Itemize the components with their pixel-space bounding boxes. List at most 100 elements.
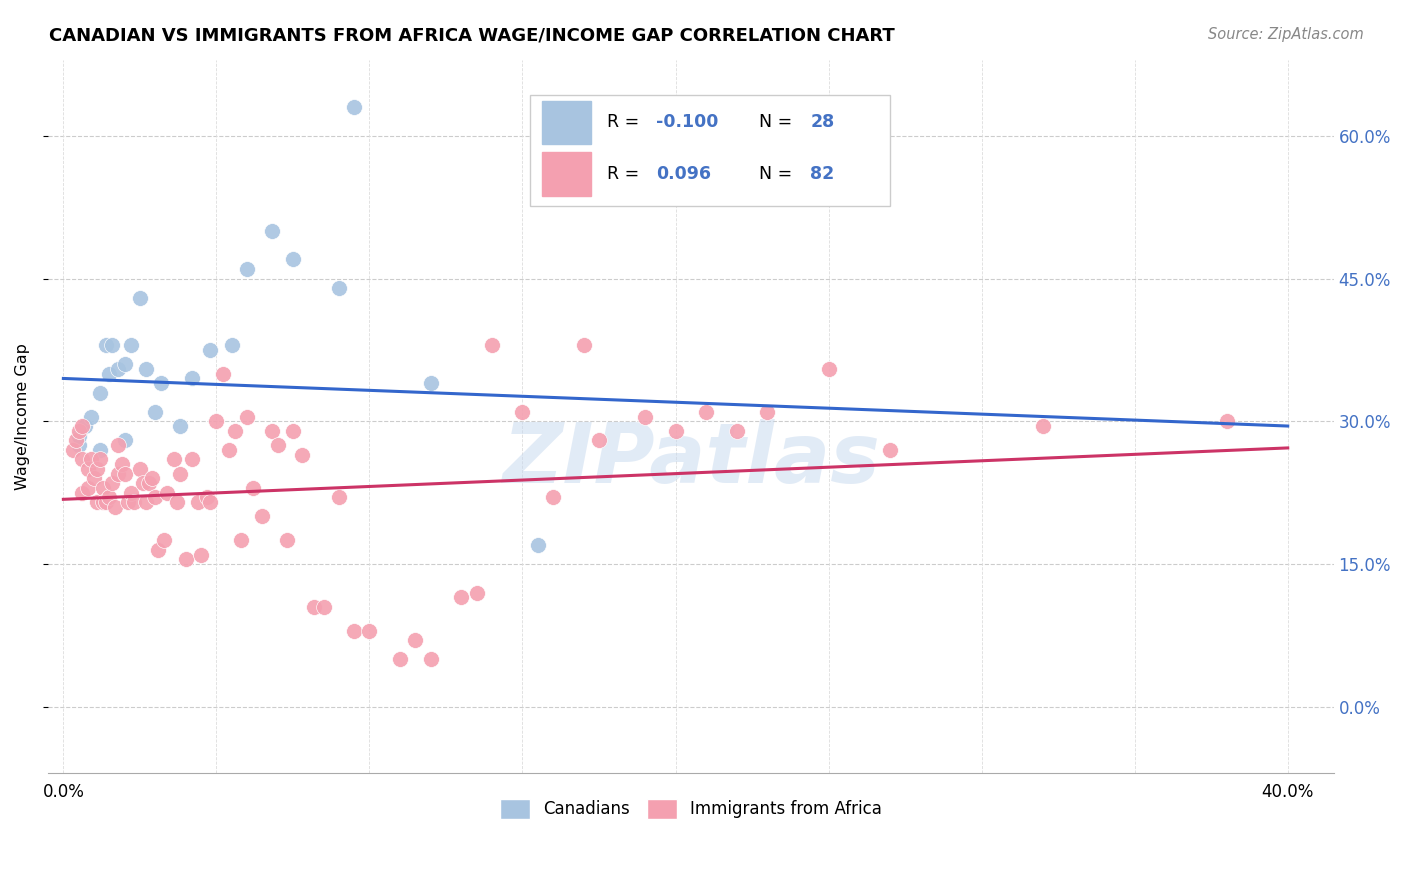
Point <box>252 509 274 524</box>
Point <box>162 452 184 467</box>
Point <box>148 542 170 557</box>
Point <box>70 452 93 467</box>
Point <box>512 405 534 419</box>
Point <box>312 599 335 614</box>
Point <box>603 138 626 153</box>
Point <box>114 357 136 371</box>
Point <box>190 548 212 562</box>
Point <box>328 281 350 295</box>
Point <box>328 491 350 505</box>
Point <box>107 467 129 481</box>
Point <box>229 533 252 548</box>
Point <box>89 442 111 457</box>
Point <box>419 652 441 666</box>
Point <box>89 452 111 467</box>
Text: CANADIAN VS IMMIGRANTS FROM AFRICA WAGE/INCOME GAP CORRELATION CHART: CANADIAN VS IMMIGRANTS FROM AFRICA WAGE/… <box>49 27 896 45</box>
Point <box>89 385 111 400</box>
Point <box>572 338 595 352</box>
Text: R =: R = <box>607 165 651 183</box>
Point <box>634 409 657 424</box>
Point <box>76 462 98 476</box>
Text: Source: ZipAtlas.com: Source: ZipAtlas.com <box>1208 27 1364 42</box>
Point <box>404 633 426 648</box>
Point <box>138 476 160 491</box>
Point <box>200 343 222 357</box>
Point <box>110 457 132 471</box>
Point <box>80 452 103 467</box>
Point <box>664 424 686 438</box>
Point <box>67 424 90 438</box>
Point <box>200 495 222 509</box>
Text: 82: 82 <box>810 165 835 183</box>
Point <box>96 495 118 509</box>
Point <box>260 424 283 438</box>
Point <box>276 533 298 548</box>
Point <box>98 491 121 505</box>
Point <box>101 338 124 352</box>
Point <box>141 471 163 485</box>
Point <box>527 538 550 552</box>
Point <box>725 424 748 438</box>
Point <box>120 485 142 500</box>
Point <box>76 481 98 495</box>
Text: N =: N = <box>759 165 797 183</box>
Point <box>80 409 103 424</box>
Point <box>117 495 139 509</box>
Point <box>541 491 564 505</box>
Point <box>291 448 314 462</box>
FancyBboxPatch shape <box>530 95 890 206</box>
Point <box>98 367 121 381</box>
Point <box>695 405 717 419</box>
Point <box>83 471 105 485</box>
Point <box>128 291 150 305</box>
Point <box>135 495 157 509</box>
Point <box>86 495 108 509</box>
Point <box>236 262 259 277</box>
Text: ZIPatlas: ZIPatlas <box>502 419 880 500</box>
FancyBboxPatch shape <box>541 152 591 195</box>
Point <box>169 467 191 481</box>
Point <box>180 371 202 385</box>
Text: 28: 28 <box>810 113 835 131</box>
Point <box>166 495 188 509</box>
Point <box>153 533 176 548</box>
FancyBboxPatch shape <box>541 101 591 145</box>
Point <box>156 485 179 500</box>
Point <box>104 500 127 514</box>
Point <box>86 462 108 476</box>
Y-axis label: Wage/Income Gap: Wage/Income Gap <box>15 343 30 490</box>
Point <box>96 338 118 352</box>
Point <box>187 495 209 509</box>
Point <box>281 424 304 438</box>
Point <box>114 434 136 448</box>
Point <box>128 462 150 476</box>
Point <box>1215 414 1237 428</box>
Point <box>281 252 304 267</box>
Point <box>132 476 155 491</box>
Point <box>91 495 114 509</box>
Point <box>73 419 96 434</box>
Point <box>242 481 264 495</box>
Point <box>65 434 87 448</box>
Point <box>174 552 197 566</box>
Point <box>343 100 366 114</box>
Point <box>236 409 259 424</box>
Point <box>107 438 129 452</box>
Point <box>879 442 901 457</box>
Point <box>180 452 202 467</box>
Legend: Canadians, Immigrants from Africa: Canadians, Immigrants from Africa <box>494 792 889 826</box>
Point <box>221 338 243 352</box>
Point <box>150 376 173 391</box>
Point <box>101 476 124 491</box>
Point <box>343 624 366 638</box>
Point <box>67 438 90 452</box>
Point <box>419 376 441 391</box>
Point <box>70 485 93 500</box>
Point <box>389 652 412 666</box>
Point <box>91 481 114 495</box>
Text: 0.096: 0.096 <box>657 165 711 183</box>
Point <box>481 338 503 352</box>
Point <box>122 495 145 509</box>
Point <box>195 491 218 505</box>
Point <box>304 599 326 614</box>
